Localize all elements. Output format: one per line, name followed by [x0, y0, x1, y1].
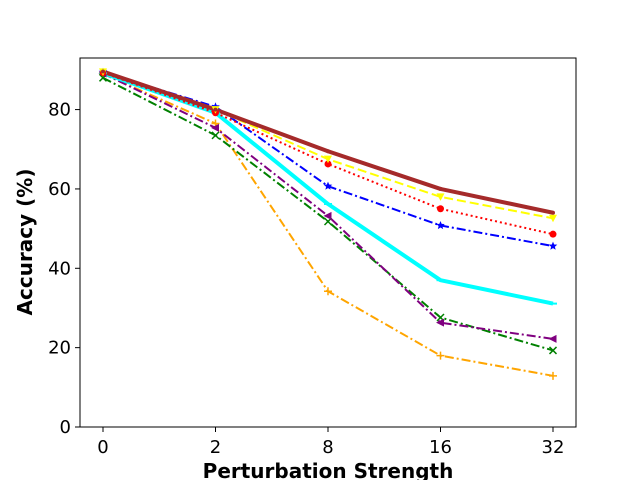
data-point-purple: [436, 318, 444, 327]
data-point-purple: [211, 123, 219, 132]
data-point-green: [548, 346, 558, 355]
series-markers: [98, 67, 558, 380]
x-axis-ticks: 0 2 8 16 32: [97, 427, 564, 458]
y-axis-label: Accuracy (%): [13, 169, 37, 316]
x-axis-label: Perturbation Strength: [203, 459, 454, 480]
data-point-red: [324, 160, 332, 168]
y-tick-label: 60: [48, 179, 71, 200]
series-line-brown: [102, 69, 554, 215]
x-tick-label: 2: [210, 437, 221, 458]
data-point-brown: [101, 69, 105, 74]
y-axis-ticks: 0 20 40 60 80: [48, 100, 80, 438]
data-point-red: [549, 230, 557, 238]
y-tick-label: 80: [48, 100, 71, 121]
data-point-brown: [326, 149, 330, 154]
data-point-yellow: [549, 214, 557, 223]
data-point-purple: [548, 334, 557, 343]
data-point-orange: [436, 351, 445, 360]
series-line-red: [102, 71, 554, 236]
data-point-blue: [548, 241, 558, 250]
y-tick-label: 20: [48, 338, 71, 359]
series-line-cyan: [102, 71, 554, 306]
data-point-orange: [324, 287, 332, 296]
data-point-red: [437, 205, 444, 213]
x-tick-label: 32: [542, 437, 565, 458]
data-point-green: [211, 131, 220, 140]
data-point-purple: [323, 211, 332, 220]
x-tick-label: 16: [429, 437, 452, 458]
data-point-yellow: [324, 155, 332, 164]
data-point-yellow: [436, 193, 445, 201]
plot-frame: [79, 57, 577, 428]
data-point-brown: [551, 210, 555, 215]
y-tick-label: 0: [60, 417, 71, 438]
series-lines: [102, 69, 554, 377]
x-tick-label: 8: [322, 437, 333, 458]
data-point-blue: [323, 181, 333, 190]
data-point-orange: [549, 371, 557, 380]
data-point-blue: [436, 220, 445, 230]
x-tick-label: 0: [97, 437, 108, 458]
y-tick-label: 40: [48, 258, 71, 279]
data-point-brown: [438, 186, 443, 191]
data-point-brown: [213, 107, 218, 112]
